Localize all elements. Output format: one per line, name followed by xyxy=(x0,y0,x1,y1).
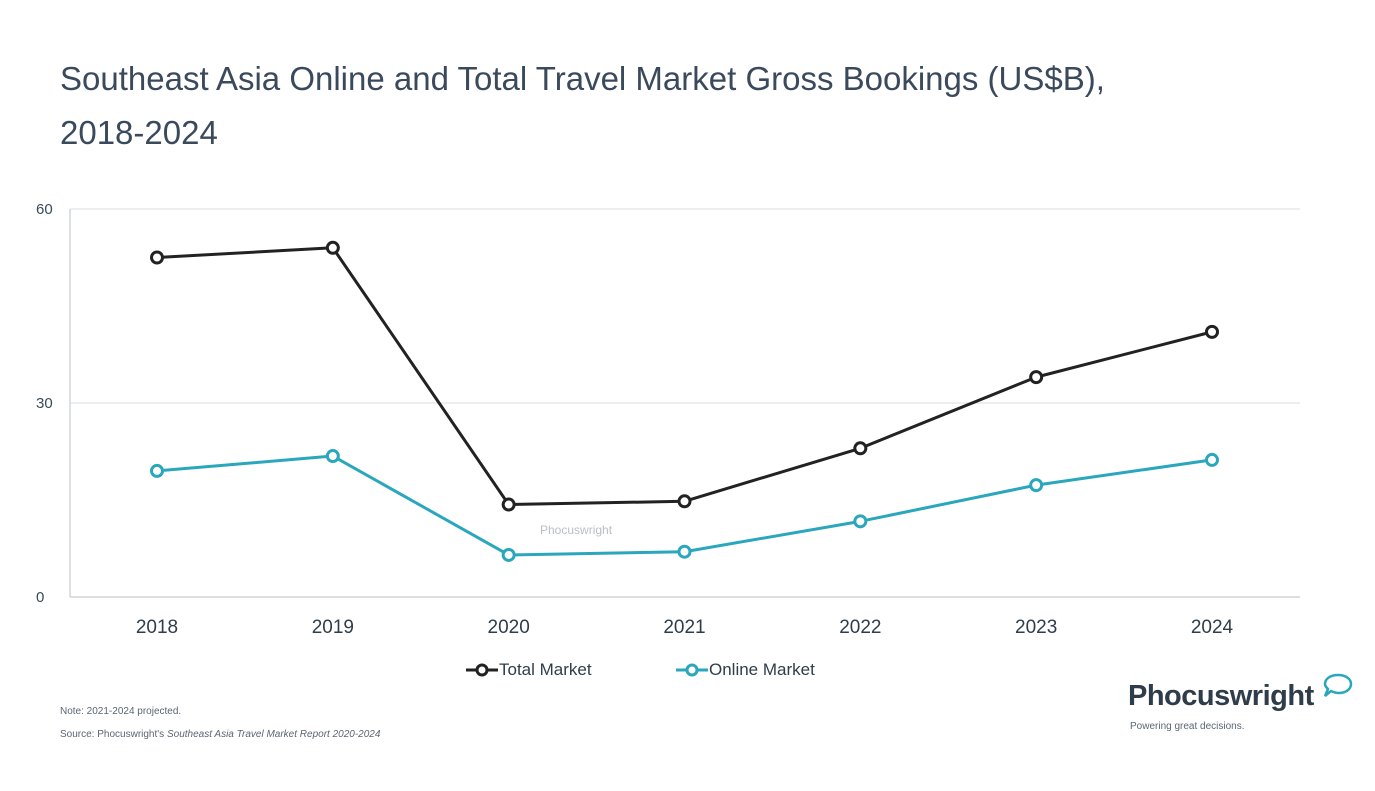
axes: 0 30 60 2018 2019 2020 2021 2022 2023 2024 xyxy=(36,201,1300,638)
x-tick-label: 2022 xyxy=(839,617,881,638)
point-online-market-2020[interactable] xyxy=(501,547,516,562)
legend-item-total[interactable]: Total Market xyxy=(466,660,592,680)
point-online-market-2023[interactable] xyxy=(1029,478,1044,493)
brand-name: Phocuswright xyxy=(1128,680,1314,712)
legend-marker-online-icon xyxy=(676,663,708,677)
x-tick-label: 2023 xyxy=(1015,617,1057,638)
legend-label-total: Total Market xyxy=(499,660,592,679)
y-tick-label: 30 xyxy=(36,395,53,412)
brand-logo: Phocuswright Powering great decisions. xyxy=(1128,672,1358,742)
chart-title-line-1: Southeast Asia Online and Total Travel M… xyxy=(60,60,1105,97)
point-total-market-2018[interactable] xyxy=(150,250,164,265)
note-source: Source: Phocuswright's Southeast Asia Tr… xyxy=(60,723,380,746)
x-tick-label: 2019 xyxy=(312,617,354,638)
note-source-title: Southeast Asia Travel Market Report 2020… xyxy=(166,729,381,740)
x-tick-label: 2021 xyxy=(663,617,705,638)
grid-lines xyxy=(70,208,1300,404)
note-projected: Note: 2021-2024 projected. xyxy=(60,706,182,717)
chart-title: Southeast Asia Online and Total Travel M… xyxy=(60,52,1310,160)
point-online-market-2024[interactable] xyxy=(1205,452,1219,467)
series-line-total-market xyxy=(156,246,1213,507)
y-tick-label: 60 xyxy=(36,201,53,218)
point-total-market-2024[interactable] xyxy=(1205,324,1219,339)
legend-label-online: Online Market xyxy=(709,660,815,679)
point-online-market-2018[interactable] xyxy=(150,463,164,478)
note-source-prefix: Source: Phocuswright's xyxy=(60,729,167,740)
point-total-market-2019[interactable] xyxy=(325,240,340,255)
point-online-market-2019[interactable] xyxy=(325,449,340,464)
brand-tagline: Powering great decisions. xyxy=(1130,721,1245,732)
point-online-market-2022[interactable] xyxy=(853,514,868,529)
legend-marker-total-icon xyxy=(466,663,498,677)
chart-title-line-2: 2018-2024 xyxy=(60,114,218,151)
brand-speech-bubble-icon xyxy=(1323,673,1353,697)
x-tick-label: 2018 xyxy=(136,617,178,638)
x-tick-label: 2020 xyxy=(488,617,530,638)
point-total-market-2021[interactable] xyxy=(677,494,692,509)
y-tick-label: 0 xyxy=(36,589,44,606)
chart-watermark: Phocuswright xyxy=(540,523,613,537)
point-total-market-2023[interactable] xyxy=(1029,370,1044,385)
series xyxy=(150,240,1219,562)
chart-legend: Total Market Online Market xyxy=(0,660,1375,690)
chart-notes: Note: 2021-2024 projected. Source: Phocu… xyxy=(60,700,380,746)
line-chart: 0 30 60 2018 2019 2020 2021 2022 2023 2024 Phocus… xyxy=(36,201,1300,638)
point-online-market-2021[interactable] xyxy=(677,544,692,559)
point-total-market-2020[interactable] xyxy=(501,497,516,512)
legend-item-online[interactable]: Online Market xyxy=(676,660,815,680)
x-tick-label: 2024 xyxy=(1191,617,1234,638)
point-total-market-2022[interactable] xyxy=(853,441,868,456)
